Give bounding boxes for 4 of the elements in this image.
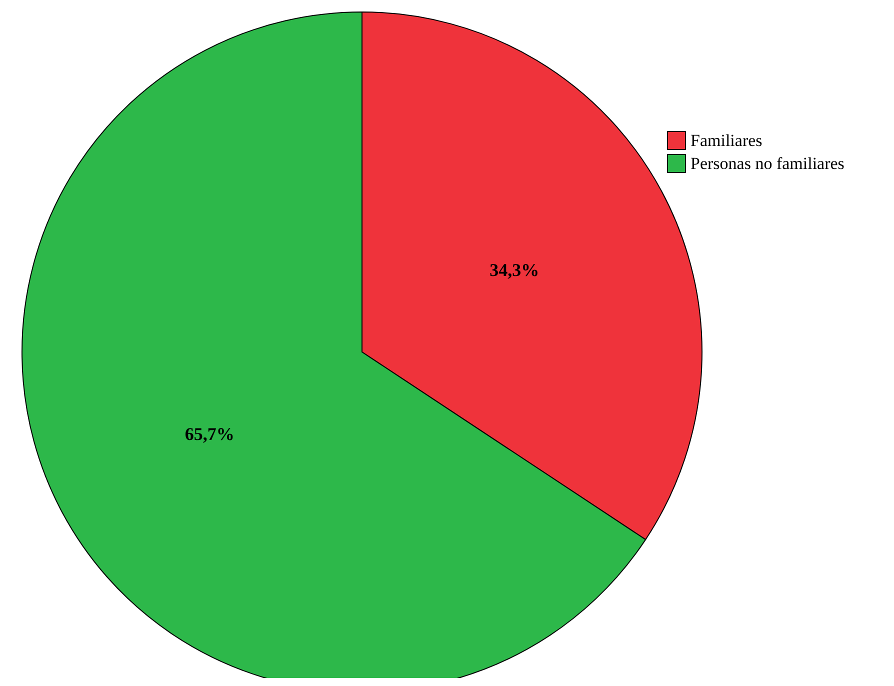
data-label: 34,3%: [490, 260, 540, 280]
legend-label: Personas no familiares: [690, 154, 844, 173]
legend-label: Familiares: [690, 131, 762, 150]
data-label: 65,7%: [184, 424, 234, 444]
